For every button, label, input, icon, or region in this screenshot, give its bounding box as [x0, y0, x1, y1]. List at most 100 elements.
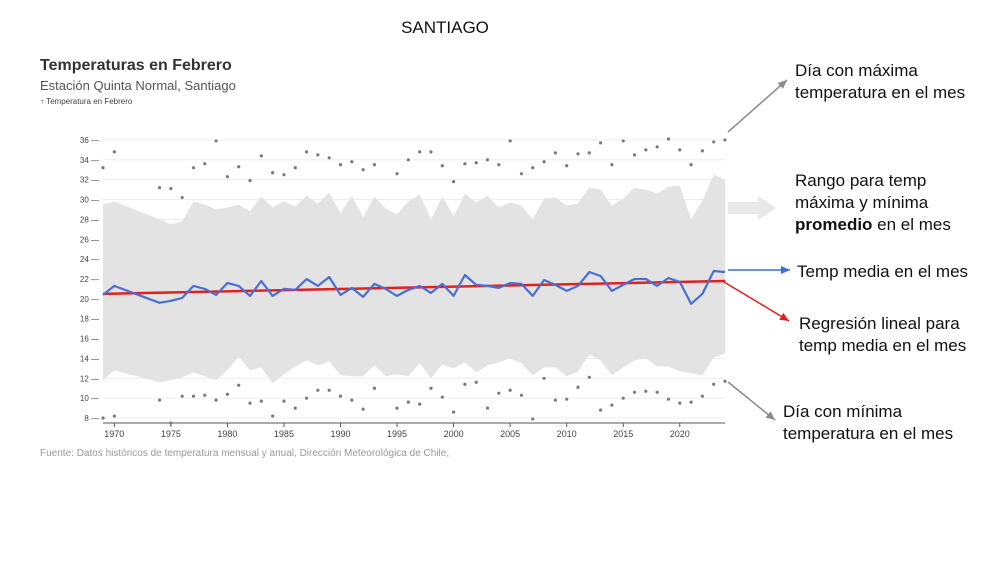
- max-day-point: [531, 166, 535, 170]
- arrow-max-day: [727, 79, 788, 133]
- min-day-point: [316, 388, 320, 392]
- max-day-point: [259, 154, 263, 158]
- annotation-min-day: Día con mínima temperatura en el mes: [783, 401, 953, 445]
- x-tick-label: 2020: [670, 429, 690, 439]
- max-day-point: [610, 163, 614, 167]
- annotation-regression-line2: temp media en el mes: [799, 336, 967, 355]
- mean-temperature-line: [102, 269, 726, 305]
- max-day-point: [700, 149, 704, 153]
- max-day-point: [565, 164, 569, 168]
- max-day-point: [497, 163, 501, 167]
- max-day-point: [712, 140, 716, 144]
- min-day-point: [248, 401, 252, 405]
- min-day-point: [463, 382, 467, 386]
- min-day-point: [451, 410, 456, 414]
- max-day-point: [689, 163, 693, 167]
- max-day-point: [191, 166, 196, 170]
- max-day-point: [463, 162, 467, 166]
- max-day-point: [157, 186, 162, 190]
- annotation-min-day-line2: temperatura en el mes: [783, 424, 954, 443]
- annotation-range-line1: Rango para temp: [795, 171, 927, 190]
- annotation-max-day: Día con máxima temperatura en el mes: [795, 60, 965, 104]
- max-day-point: [327, 156, 331, 160]
- max-day-point: [599, 141, 603, 145]
- chart-subtitle: Estación Quinta Normal, Santiago: [40, 78, 236, 93]
- min-day-point: [112, 414, 116, 418]
- y-tick-label: 30 —: [80, 196, 99, 205]
- max-day-point: [655, 145, 659, 149]
- min-day-point: [203, 393, 207, 397]
- max-day-point: [678, 148, 682, 152]
- min-day-point: [225, 392, 229, 396]
- min-day-point: [666, 397, 671, 401]
- arrow-min-day: [727, 381, 776, 421]
- min-day-point: [497, 391, 501, 395]
- range-band: [103, 174, 725, 384]
- min-day-point: [553, 398, 557, 402]
- y-tick-label: 14 —: [80, 354, 99, 363]
- y-tick-label: 8 —: [84, 414, 99, 423]
- annotation-regression-line1: Regresión lineal para: [799, 314, 960, 333]
- min-day-point: [508, 388, 512, 392]
- x-tick-label: 1975: [161, 429, 181, 439]
- x-tick-label: 1995: [387, 429, 407, 439]
- max-day-point: [248, 179, 252, 183]
- min-day-point: [474, 380, 478, 384]
- max-day-point: [338, 163, 343, 167]
- max-day-point: [225, 175, 229, 179]
- annotation-max-day-line2: temperatura en el mes: [795, 83, 966, 102]
- max-day-point: [644, 148, 648, 152]
- y-tick-label: 34 —: [80, 156, 99, 165]
- annotation-range-bold: promedio: [795, 215, 873, 234]
- x-tick-label: 1985: [274, 429, 294, 439]
- max-day-point: [576, 152, 580, 156]
- min-day-point: [519, 393, 524, 397]
- max-day-point: [440, 164, 444, 168]
- max-day-point: [621, 139, 625, 143]
- max-day-point: [237, 165, 241, 169]
- max-day-point: [304, 150, 309, 154]
- y-tick-label: 36 —: [80, 136, 99, 145]
- min-day-point: [282, 399, 286, 403]
- max-day-point: [169, 187, 173, 191]
- min-day-point: [271, 414, 275, 418]
- page-title: SANTIAGO: [401, 18, 489, 37]
- max-day-point: [395, 172, 399, 176]
- min-day-point: [395, 406, 399, 410]
- x-tick-label: 1970: [104, 429, 124, 439]
- min-day-point: [214, 398, 218, 402]
- y-tick-label: 26 —: [80, 235, 99, 244]
- min-day-point: [169, 421, 173, 425]
- min-day-point: [350, 398, 354, 402]
- min-day-point: [621, 396, 625, 400]
- annotation-range-rest: en el mes: [872, 215, 951, 234]
- y-tick-label: 24 —: [80, 255, 99, 264]
- min-day-point: [565, 397, 569, 401]
- max-day-point: [666, 137, 671, 141]
- x-tick-label: 2010: [557, 429, 577, 439]
- y-tick-label: 20 —: [80, 295, 99, 304]
- max-day-point: [406, 158, 410, 162]
- min-day-point: [655, 390, 659, 394]
- max-day-point: [361, 168, 365, 172]
- min-day-point: [700, 394, 704, 398]
- max-day-point: [203, 162, 207, 166]
- arrow-regression: [723, 281, 790, 322]
- y-tick-label: 10 —: [80, 394, 99, 403]
- max-day-point: [587, 151, 591, 155]
- annotation-range-line3: promedio en el mes: [795, 214, 951, 236]
- max-day-point: [293, 166, 297, 170]
- max-day-point: [429, 150, 433, 154]
- max-day-point: [485, 158, 490, 162]
- min-day-point: [678, 401, 682, 405]
- y-tick-label: 12 —: [80, 374, 99, 383]
- min-day-point: [237, 383, 241, 387]
- annotation-mean-line1: Temp media en el mes: [797, 262, 969, 281]
- max-day-point: [723, 138, 727, 142]
- min-day-point: [304, 396, 309, 400]
- min-day-point: [542, 376, 546, 380]
- min-day-point: [372, 386, 377, 390]
- max-day-point: [282, 173, 286, 177]
- min-day-point: [191, 394, 196, 398]
- max-day-point: [451, 180, 456, 184]
